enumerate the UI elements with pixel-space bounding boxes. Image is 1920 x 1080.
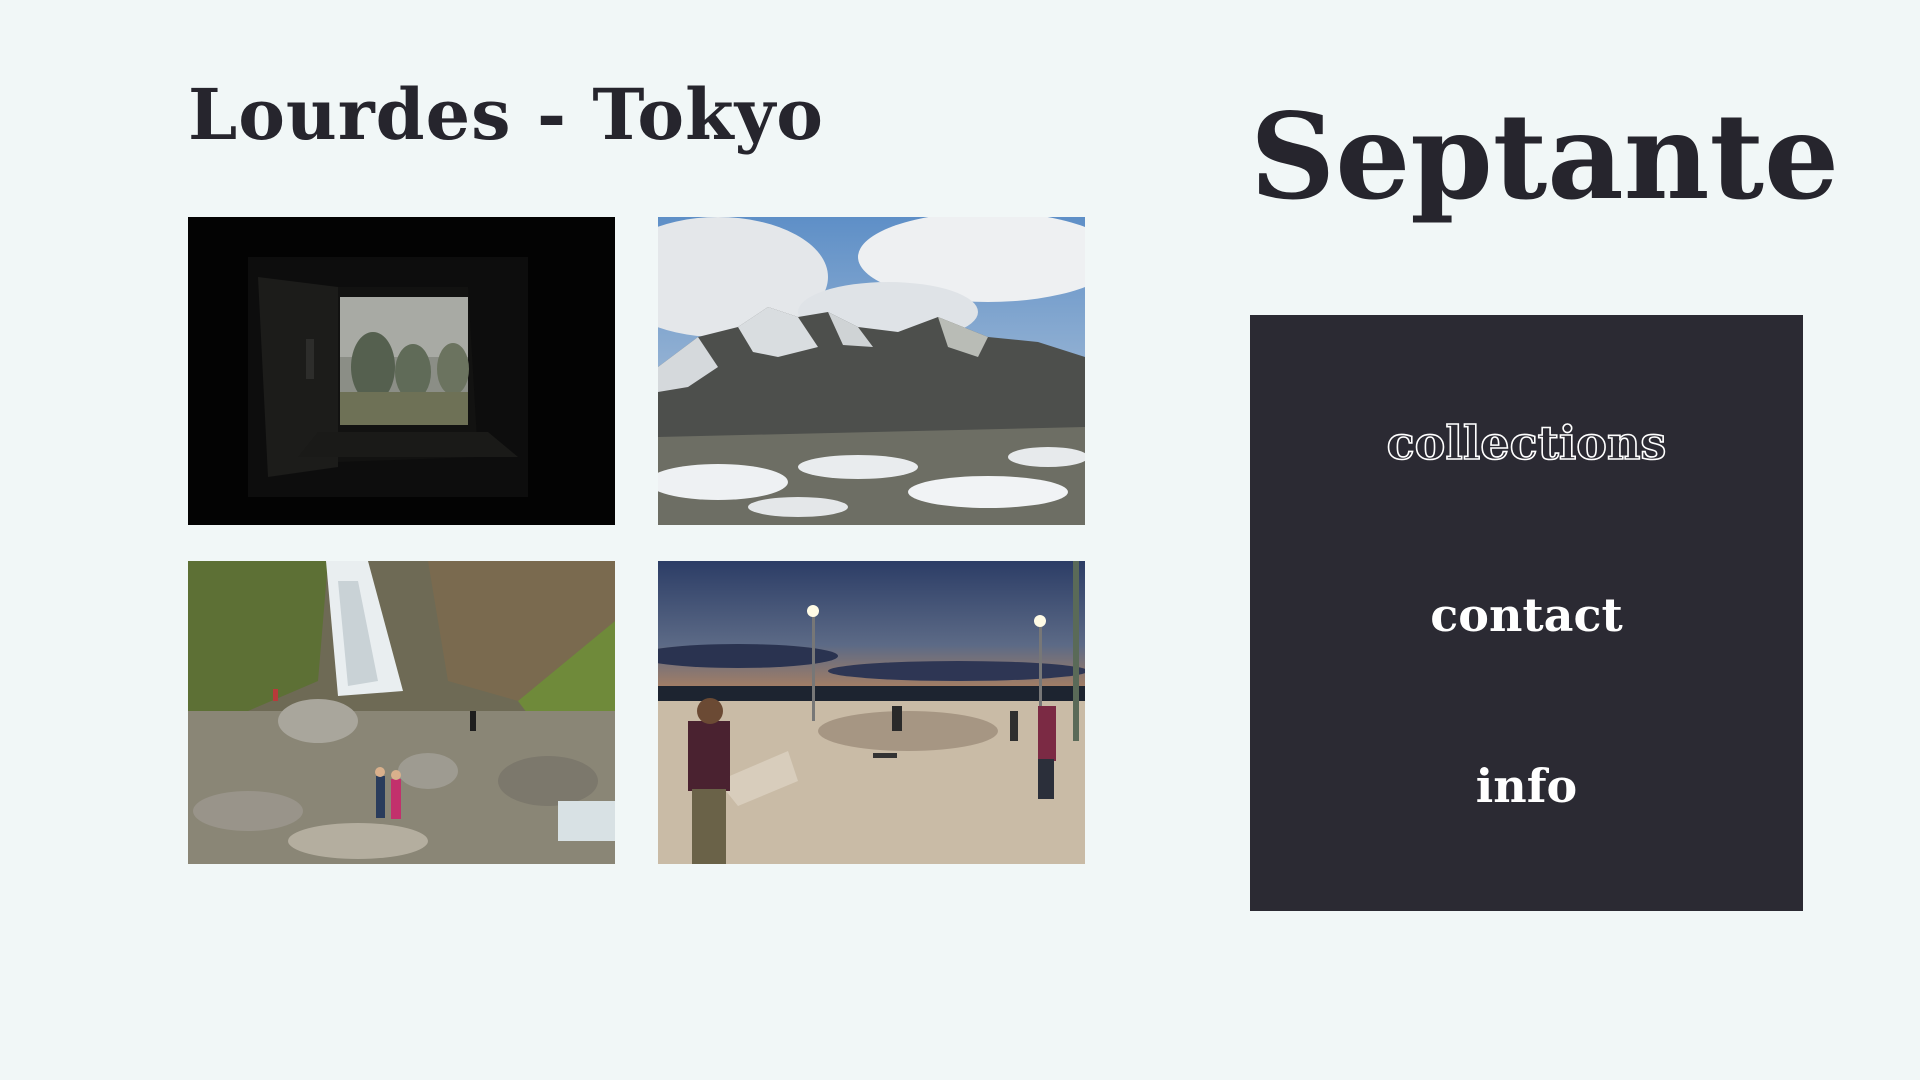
menu-item-contact[interactable]: contact [1430, 588, 1623, 642]
photo-skatepark-dusk[interactable] [658, 561, 1085, 864]
photo-waterfall-hikers-image [188, 561, 615, 864]
collection-title: Lourdes - Tokyo [188, 73, 824, 156]
photo-waterfall-hikers[interactable] [188, 561, 615, 864]
brand-logo-title[interactable]: Septante [1250, 87, 1840, 226]
menu-panel: collections contact info [1250, 315, 1803, 911]
photo-dark-window-fog[interactable] [188, 217, 615, 525]
menu-item-collections[interactable]: collections [1386, 416, 1667, 470]
photo-skatepark-dusk-image [658, 561, 1085, 864]
menu-item-info[interactable]: info [1475, 759, 1578, 813]
photo-snowy-mountain[interactable] [658, 217, 1085, 525]
photo-snowy-mountain-image [658, 217, 1085, 525]
photo-dark-window-fog-image [188, 217, 615, 525]
